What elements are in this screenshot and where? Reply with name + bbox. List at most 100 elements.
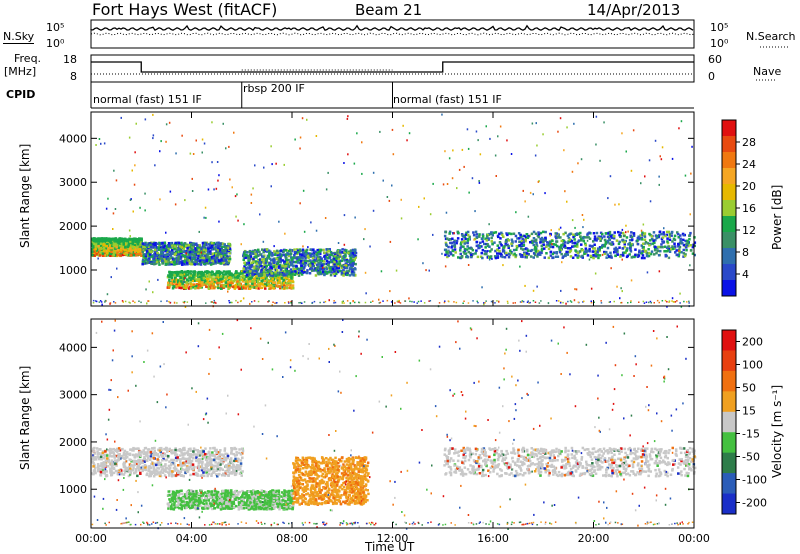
data-cell [221,271,224,275]
data-cell [282,283,286,287]
data-cell [494,249,497,253]
data-cell [354,256,357,259]
data-cell [525,256,528,259]
data-cell [224,246,228,249]
data-cell [576,254,580,257]
data-cell [501,255,504,259]
data-cell [288,250,291,253]
data-cell [215,249,218,253]
data-cell [103,254,107,257]
data-cell [290,256,293,259]
noise-cell [544,192,546,195]
data-cell [526,248,529,251]
data-cell [246,251,249,254]
data-cell [494,256,498,260]
noise-cell [299,136,302,139]
data-cell [162,248,166,252]
data-cell [489,250,492,253]
data-cell [206,280,209,283]
ground-cell [396,300,399,302]
data-cell [181,254,184,257]
data-cell [267,280,271,283]
data-cell [292,264,295,268]
data-cell [449,252,453,256]
noise-cell [380,270,383,273]
data-cell [244,250,247,253]
data-cell [685,242,689,245]
data-cell [656,247,659,250]
data-cell [540,244,543,248]
data-cell [300,268,303,271]
noise-cell [306,118,308,121]
cpid-label: CPID [6,88,36,101]
noise-cell [590,287,593,290]
noise-cell [400,198,402,201]
data-cell [280,271,284,274]
data-cell [201,250,205,253]
data-cell [453,239,456,242]
data-cell [631,243,634,247]
data-cell [315,263,319,266]
data-cell [168,279,171,282]
data-cell [115,249,118,252]
data-cell [569,232,572,236]
data-cell [311,252,314,256]
data-cell [178,284,182,287]
data-cell [171,278,174,282]
data-cell [500,244,503,247]
data-cell [485,239,488,242]
data-cell [214,243,217,246]
data-cell [640,256,644,260]
noise-cell [571,170,574,173]
data-cell [447,238,451,241]
data-cell [651,242,655,245]
data-cell [251,252,254,255]
data-cell [105,252,109,255]
data-cell [249,250,252,254]
data-cell [516,237,519,240]
data-cell [584,244,587,247]
data-cell [220,262,223,265]
data-cell [679,237,682,241]
data-cell [449,241,452,245]
data-cell [317,272,321,276]
data-cell [540,247,544,251]
data-cell [209,271,212,274]
data-cell [315,259,319,263]
data-cell [480,237,484,240]
data-cell [263,265,267,269]
data-cell [96,240,99,243]
data-cell [551,256,554,260]
data-cell [220,251,223,254]
data-cell [141,260,145,263]
noise-cell [284,232,286,235]
data-cell [481,248,485,252]
data-cell [225,251,228,255]
data-cell [156,242,160,246]
data-cell [202,251,206,254]
data-cell [180,244,184,248]
noise-cell [582,226,584,229]
ground-cell [671,300,673,302]
noise-cell [550,229,552,232]
data-cell [212,241,216,245]
noise-cell [299,147,301,150]
data-cell [349,264,352,267]
data-cell [192,244,195,248]
data-cell [604,232,608,235]
data-cell [279,259,282,262]
noise-cell [485,125,487,128]
data-cell [101,254,105,257]
data-cell [180,241,183,245]
ground-cell [688,300,690,303]
data-cell [595,239,598,242]
data-cell [344,272,348,275]
data-cell [226,246,230,250]
data-cell [99,245,103,249]
data-cell [192,248,196,251]
data-cell [279,285,282,288]
noise-cell [302,189,305,192]
data-cell [158,254,162,257]
data-cell [311,263,315,267]
data-cell [234,272,238,275]
